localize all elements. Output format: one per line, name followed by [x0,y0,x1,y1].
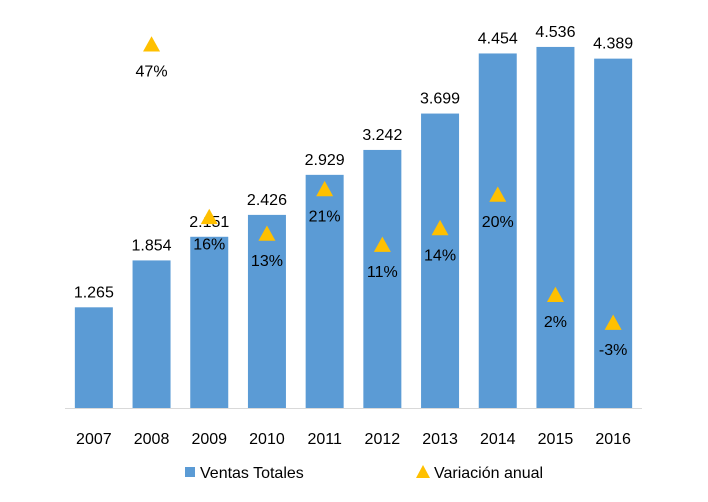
x-tick-label: 2009 [191,431,227,448]
marker-value-label: 20% [482,214,514,231]
bar [74,307,113,408]
x-tick-label: 2014 [480,431,516,448]
bar [305,174,344,408]
bar-value-label: 1.265 [74,284,114,301]
bar-value-label: 2.929 [305,152,345,169]
bar [594,58,633,409]
bar [247,214,286,408]
triangle-marker [373,236,391,252]
bar-value-label: 4.389 [593,36,633,53]
legend-label-bar: Ventas Totales [200,465,304,482]
x-tick-label: 2015 [538,431,574,448]
legend-label-marker: Variación anual [434,465,543,482]
marker-series [143,36,622,330]
gridlines [64,10,643,408]
marker-value-label: 47% [136,64,168,81]
legend-swatch-triangle [416,465,430,478]
triangle-marker [143,36,161,52]
bar [421,113,460,408]
marker-value-label: 14% [424,247,456,264]
triangle-marker [489,186,507,202]
bar [190,236,229,408]
legend-swatch-bar [185,467,195,477]
legend: Ventas Totales Variación anual [185,465,543,482]
x-tick-label: 2008 [134,431,170,448]
bar-value-labels: 1.2651.8542.1512.4262.9293.2423.6994.454… [74,24,633,301]
bar-series [74,46,633,409]
marker-value-label: 16% [193,236,225,253]
x-tick-label: 2010 [249,431,285,448]
triangle-marker [431,219,449,236]
x-tick-label: 2013 [422,431,458,448]
x-axis-tick-labels: 2007 2008 2009 2010 2011 2012 2013 2014 2015 2016 [76,431,631,448]
x-tick-label: 2016 [595,431,631,448]
bar-value-label: 4.536 [535,24,575,41]
marker-value-label: 2% [544,314,567,331]
triangle-marker [316,180,334,197]
marker-value-label: 11% [367,264,398,281]
triangle-marker [200,208,218,225]
marker-value-labels: 47% 16% 13% 21% 11% 14% 20% 2% -3% [136,64,628,359]
bar [363,149,402,408]
x-tick-label: 2007 [76,431,112,448]
bar-value-label: 3.242 [362,127,402,144]
bar-value-label: 3.699 [420,91,460,108]
bar [478,53,517,408]
marker-value-label: -3% [599,342,627,359]
triangle-marker [546,286,564,302]
bar [132,260,171,408]
marker-value-label: 21% [309,208,341,225]
bar [536,46,575,409]
x-tick-label: 2012 [365,431,401,448]
x-tick-label: 2011 [307,431,342,448]
triangle-marker [258,225,276,241]
bar-value-label: 1.854 [132,237,172,254]
bar-value-label: 4.454 [478,30,518,47]
bar-value-label: 2.426 [247,192,287,209]
triangle-marker [604,314,622,330]
marker-value-label: 13% [251,253,283,270]
